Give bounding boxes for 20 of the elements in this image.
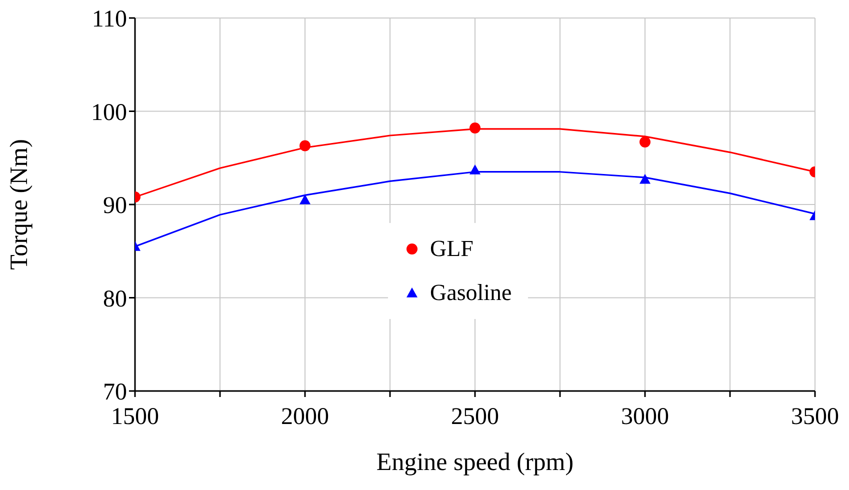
y-tick-label: 110 bbox=[92, 6, 127, 33]
point bbox=[470, 164, 480, 174]
point bbox=[300, 140, 310, 152]
x-tick-label: 2500 bbox=[451, 404, 499, 430]
legend-label: GLF bbox=[430, 235, 474, 263]
x-tick-label: 3500 bbox=[791, 404, 839, 430]
point bbox=[640, 174, 650, 184]
point bbox=[300, 194, 310, 204]
x-tick-label: 2000 bbox=[281, 404, 329, 430]
y-tick-label: 100 bbox=[91, 100, 127, 126]
y-tick-label: 90 bbox=[103, 193, 127, 220]
legend-label: Gasoline bbox=[430, 279, 512, 307]
point bbox=[470, 122, 480, 134]
y-tick-label: 80 bbox=[103, 286, 127, 312]
x-tick-label: 3000 bbox=[621, 404, 669, 430]
point bbox=[640, 136, 650, 148]
x-tick-label: 1500 bbox=[111, 404, 159, 430]
y-tick-label: 70 bbox=[103, 380, 127, 406]
x-axis-title: Engine speed (rpm) bbox=[376, 449, 574, 476]
y-axis-title: Torque (Nm) bbox=[6, 139, 33, 270]
